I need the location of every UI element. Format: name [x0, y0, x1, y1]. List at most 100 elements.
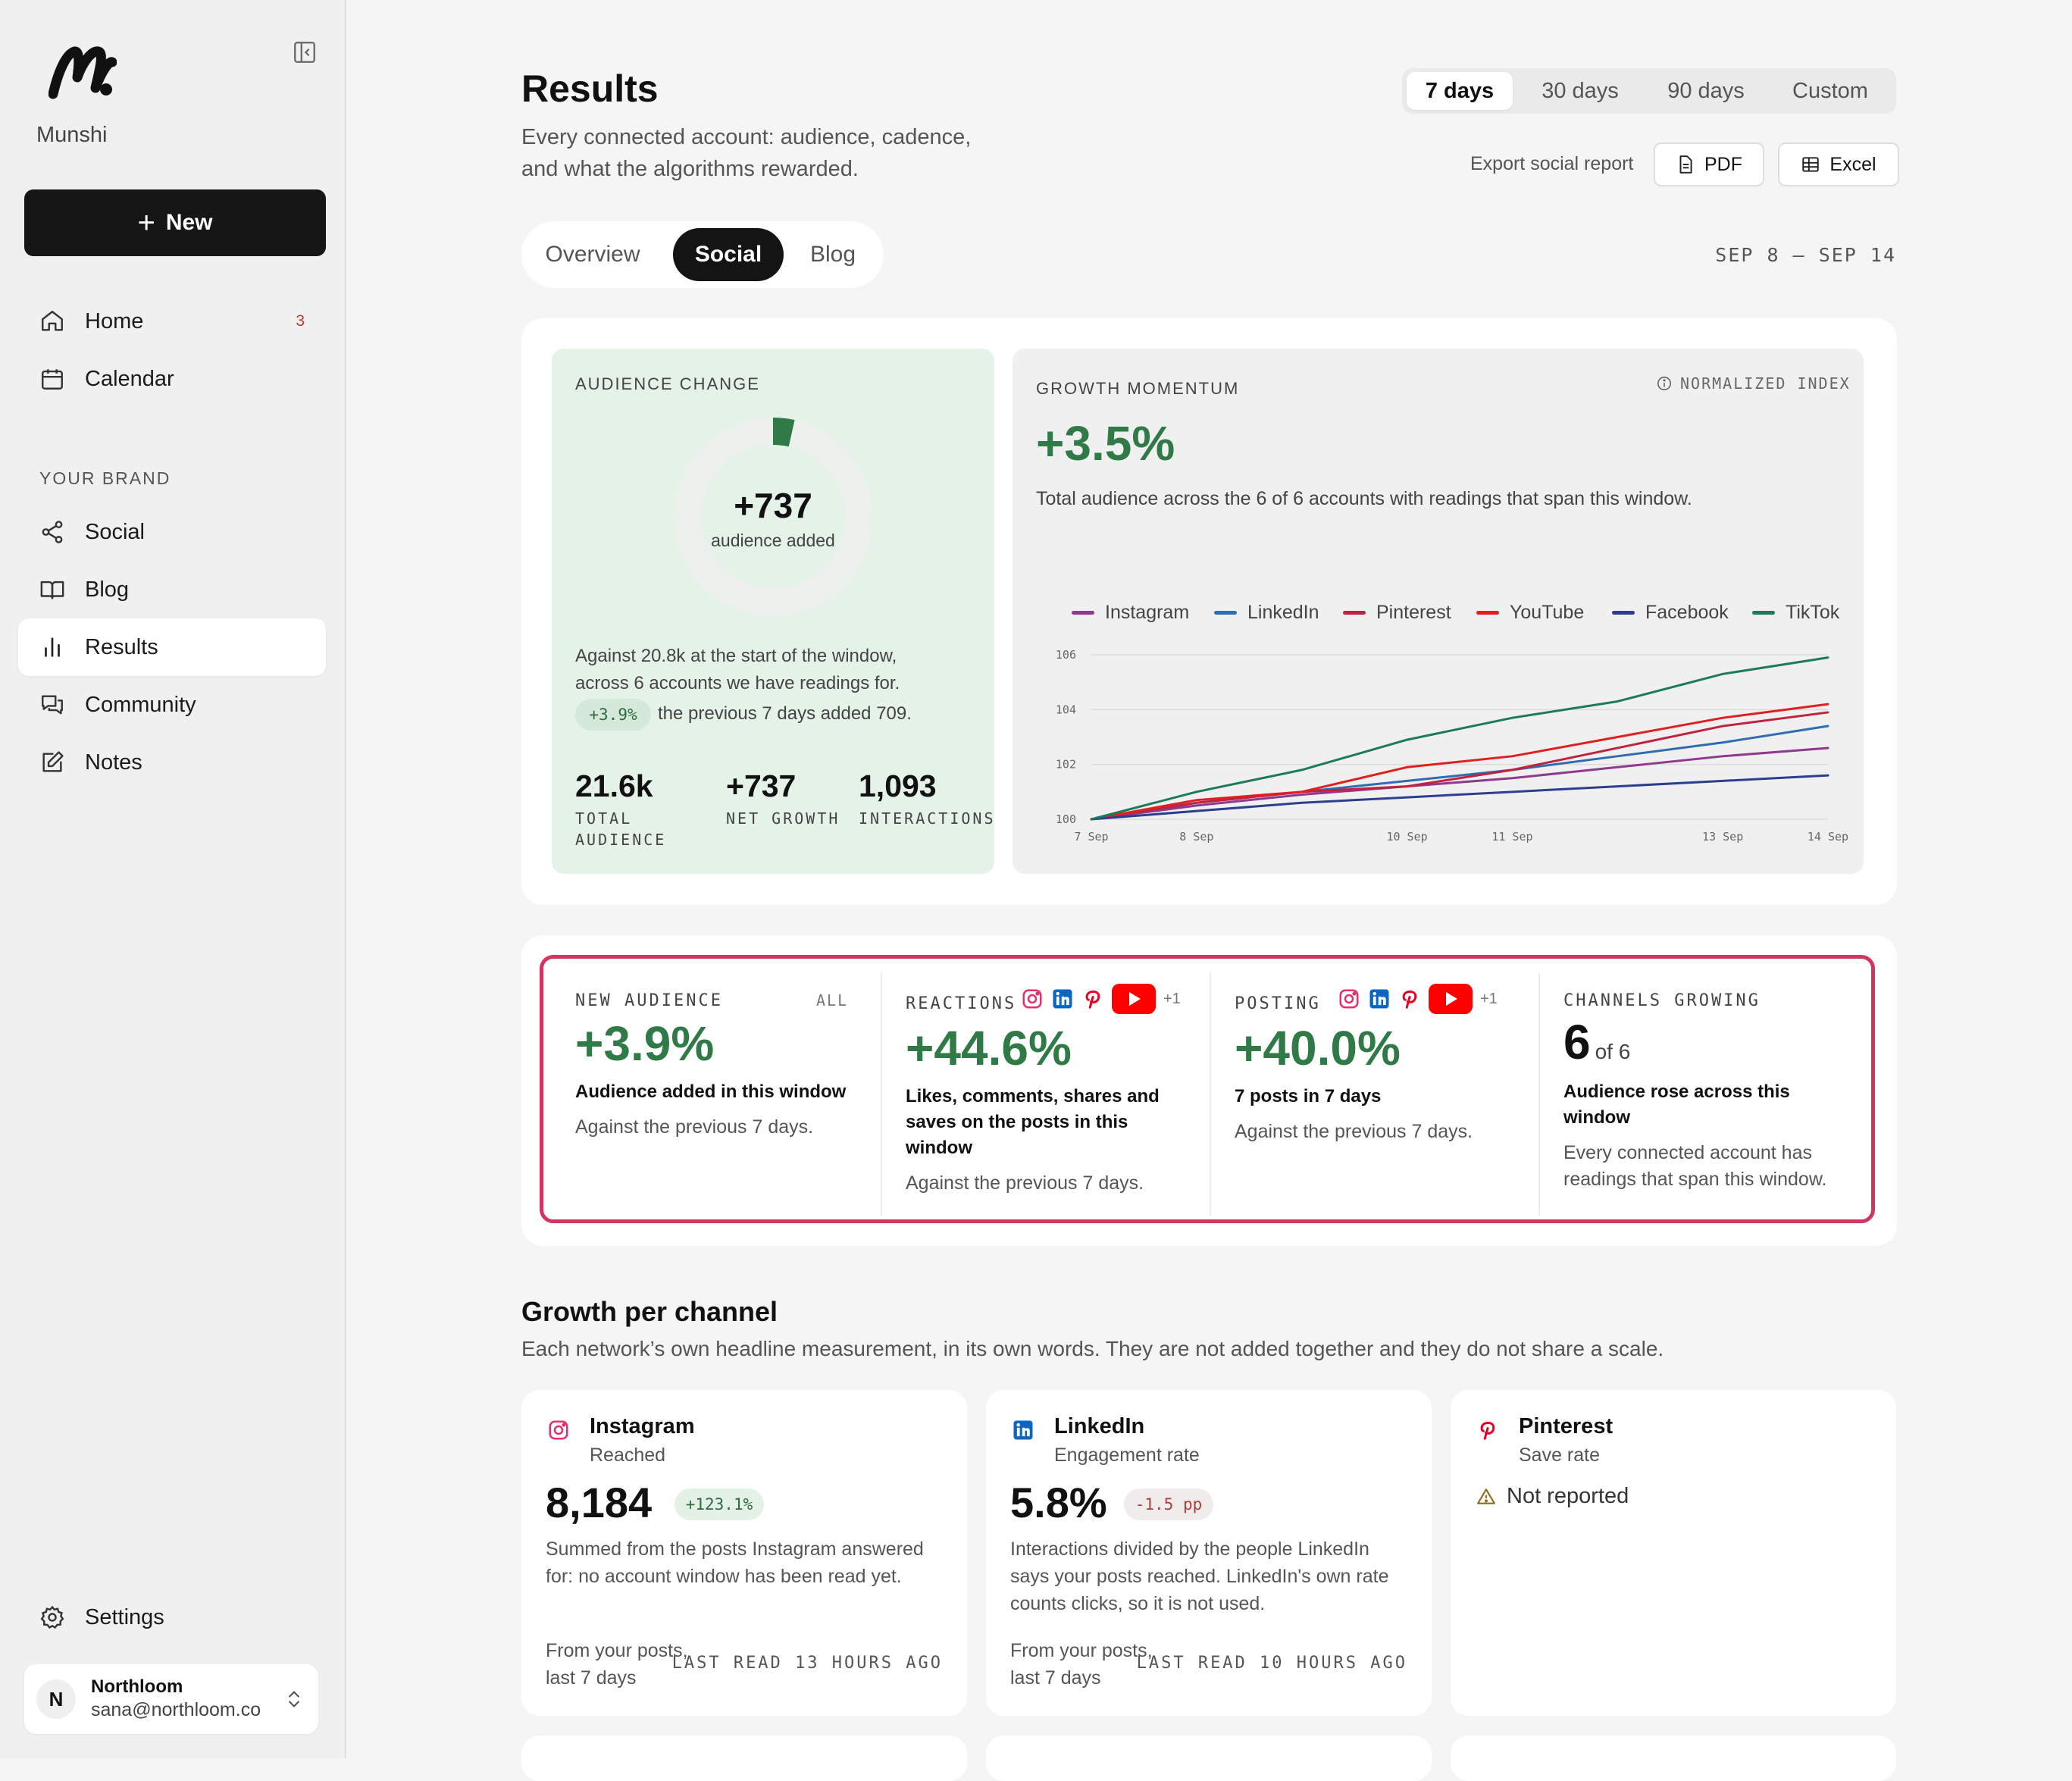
sidebar-item-label: Social	[85, 519, 145, 544]
legend-swatch	[1752, 611, 1775, 615]
home-icon	[42, 311, 63, 331]
legend-label: YouTube	[1510, 602, 1585, 623]
channel-metric-value: 8,184	[546, 1479, 653, 1526]
export-pdf-label: PDF	[1704, 153, 1742, 175]
channel-source-note: From your posts, last 7 days	[546, 1640, 688, 1689]
channels-growing-count: 6 of 6	[1563, 1014, 1630, 1070]
legend-item-youtube[interactable]: YouTube	[1476, 602, 1584, 624]
normalized-index-label: NORMALIZED INDEX	[1680, 374, 1851, 393]
audience-added-label: audience added	[711, 531, 835, 550]
export-excel-label: Excel	[1829, 153, 1876, 175]
platform-icons: +1	[1338, 984, 1498, 1014]
sidebar-item-notes[interactable]: Notes	[18, 734, 326, 791]
metric-channels-growing: CHANNELS GROWING 6 of 6 Audience rose ac…	[1563, 955, 1859, 1223]
audience-context-line: across 6 accounts we have readings for.	[575, 673, 900, 693]
metric-value: +3.9%	[575, 1016, 715, 1071]
metric-divider	[1538, 973, 1540, 1216]
sidebar-item-label: Notes	[85, 750, 142, 775]
channel-last-read: LAST READ 13 HOURS AGO	[671, 1654, 943, 1673]
range-tab-30-days[interactable]: 30 days	[1541, 78, 1619, 103]
channel-delta-badge: -1.5 pp	[1124, 1488, 1213, 1520]
range-tab-90-days[interactable]: 90 days	[1667, 78, 1745, 103]
channel-delta-badge: +123.1%	[674, 1488, 764, 1520]
export-pdf-button[interactable]: PDF	[1654, 142, 1764, 186]
document-icon	[1679, 155, 1692, 174]
channel-name: Pinterest	[1519, 1414, 1613, 1438]
metric-scope-tag: ALL	[816, 991, 849, 1009]
table-icon	[1802, 157, 1820, 172]
new-button[interactable]: + New	[24, 189, 326, 256]
growth-section-subtitle: Each network’s own headline measurement,…	[521, 1337, 1664, 1360]
chevron-up-down-icon	[289, 1691, 299, 1707]
audience-ring-arc	[772, 418, 795, 447]
legend-item-facebook[interactable]: Facebook	[1612, 602, 1729, 624]
instagram-icon	[1339, 989, 1359, 1009]
date-range-label: SEP 8 – SEP 14	[1715, 244, 1896, 266]
normalized-index-badge: NORMALIZED INDEX	[1656, 374, 1851, 393]
export-excel-button[interactable]: Excel	[1778, 142, 1899, 186]
munshi-logo-icon[interactable]	[49, 44, 117, 100]
metric-label: REACTIONS	[906, 994, 1017, 1013]
instagram-icon	[549, 1420, 568, 1440]
youtube-icon	[1112, 984, 1156, 1014]
metric-value: 6	[1563, 1015, 1591, 1069]
channel-name: Instagram	[590, 1414, 695, 1438]
legend-swatch	[1214, 611, 1237, 615]
legend-label: Instagram	[1105, 602, 1190, 623]
range-tab-custom[interactable]: Custom	[1792, 78, 1868, 103]
total-audience-value: 21.6k	[575, 768, 653, 803]
legend-swatch	[1612, 611, 1635, 615]
sidebar-item-settings[interactable]: Settings	[18, 1589, 326, 1646]
legend-item-linkedin[interactable]: LinkedIn	[1214, 602, 1319, 624]
sidebar-item-calendar[interactable]: Calendar	[18, 350, 326, 408]
legend-label: Facebook	[1645, 602, 1729, 623]
audience-added-value: +737	[734, 486, 812, 525]
warning-icon	[1477, 1488, 1495, 1504]
channel-source-note: From your posts, last 7 days	[1010, 1640, 1153, 1689]
x-tick-label: 8 Sep	[1179, 830, 1213, 844]
tab-overview[interactable]: Overview	[545, 242, 640, 267]
metric-divider	[1210, 973, 1211, 1216]
calendar-icon	[42, 369, 63, 390]
sidebar-item-label: Results	[85, 634, 158, 659]
export-label: Export social report	[1470, 153, 1634, 174]
channel-card-linkedin[interactable]: LinkedIn Engagement rate 5.8% -1.5 pp In…	[986, 1390, 1432, 1716]
channel-card-partial[interactable]	[986, 1736, 1432, 1781]
metric-label: CHANNELS GROWING	[1563, 991, 1761, 1010]
page-subtitle: Every connected account: audience, caden…	[521, 125, 972, 181]
channel-card-partial[interactable]	[1451, 1736, 1896, 1781]
total-audience-label: AUDIENCE	[575, 831, 667, 849]
linkedin-icon	[1369, 989, 1389, 1009]
channel-card-pinterest[interactable]: Pinterest Save rate Not reported	[1451, 1390, 1896, 1716]
sidebar-item-community[interactable]: Community	[18, 676, 326, 734]
channel-card-instagram[interactable]: Instagram Reached 8,184 +123.1% Summed f…	[521, 1390, 967, 1716]
legend-item-pinterest[interactable]: Pinterest	[1343, 602, 1451, 624]
sidebar-item-home[interactable]: Home 3	[18, 293, 326, 350]
range-tab-7-days[interactable]: 7 days	[1407, 72, 1513, 110]
sidebar-item-social[interactable]: Social	[18, 503, 326, 561]
growth-momentum-label: GROWTH MOMENTUM	[1036, 379, 1240, 398]
growth-momentum-value: +3.5%	[1036, 416, 1175, 471]
more-platforms-count: +1	[1163, 990, 1181, 1007]
sidebar-item-label: Calendar	[85, 366, 174, 391]
channel-metric-name: Save rate	[1519, 1445, 1601, 1466]
sidebar-item-results[interactable]: Results	[18, 618, 326, 676]
user-name: Northloom	[91, 1676, 183, 1697]
not-reported-status: Not reported	[1476, 1484, 1629, 1509]
sidebar-collapse-icon[interactable]	[292, 39, 318, 65]
sidebar-item-blog[interactable]: Blog	[18, 561, 326, 618]
total-audience-label: TOTAL	[575, 809, 633, 828]
legend-item-tiktok[interactable]: TikTok	[1752, 602, 1839, 624]
metric-posting: POSTING +1 +40.0% 7 posts in 7 days Agai…	[1235, 955, 1538, 1223]
linkedin-icon	[1053, 989, 1072, 1009]
tab-blog[interactable]: Blog	[809, 242, 856, 267]
legend-label: TikTok	[1786, 602, 1840, 623]
metrics-panel	[521, 935, 1897, 1246]
tab-social[interactable]: Social	[673, 228, 784, 281]
pinterest-icon	[1085, 990, 1100, 1009]
channel-card-partial[interactable]	[521, 1736, 967, 1781]
net-growth-value: +737	[726, 768, 797, 803]
legend-item-instagram[interactable]: Instagram	[1072, 602, 1189, 624]
sidebar-item-label: Community	[85, 692, 196, 717]
account-switcher[interactable]: N Northloom sana@northloom.co	[24, 1664, 318, 1734]
